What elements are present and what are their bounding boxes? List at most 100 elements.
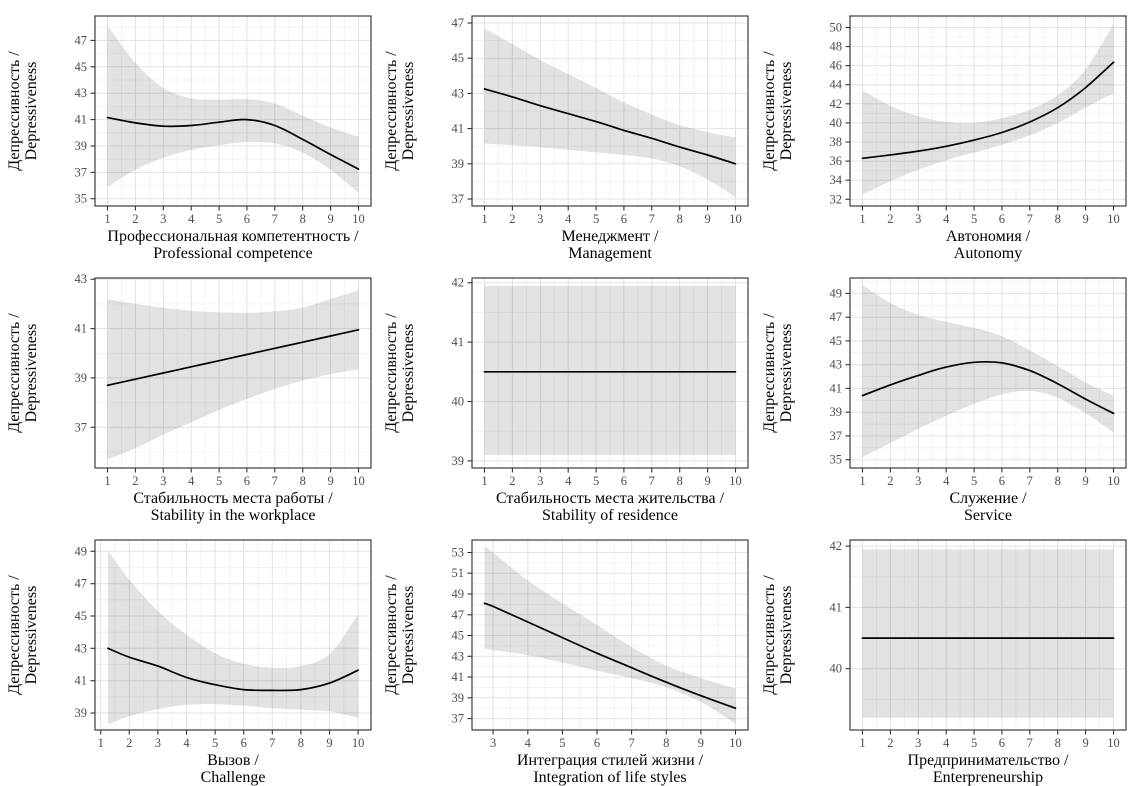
x-tick-label: 10 <box>730 736 743 750</box>
y-axis-title-ru: Депрессивность / <box>383 575 400 695</box>
y-tick-label: 40 <box>452 395 465 409</box>
x-tick-label: 9 <box>705 212 711 226</box>
y-tick-label: 50 <box>829 21 842 35</box>
confidence-band <box>107 25 359 193</box>
y-tick-label: 47 <box>452 608 465 622</box>
y-axis-title-ru: Депрессивность / <box>6 575 23 695</box>
x-tick-label: 6 <box>244 474 250 488</box>
y-axis-title-en: Depressiveness <box>400 62 417 161</box>
x-tick-label: 4 <box>943 736 950 750</box>
y-tick-label: 49 <box>75 544 88 558</box>
panel-life-style-integration: 3 4 5 6 7 8 9 10 37 39 41 43 45 47 49 51 53 Интеграция ст… <box>377 524 754 786</box>
x-tick-label: 8 <box>298 736 304 750</box>
panel-background <box>95 540 371 730</box>
x-tick-label: 8 <box>300 212 306 226</box>
x-axis-title-ru: Вызов / <box>207 752 259 769</box>
y-tick-label: 43 <box>75 272 88 286</box>
y-axis-title-ru: Депрессивность / <box>383 51 400 171</box>
y-tick-label: 47 <box>75 577 88 591</box>
y-axis-title-en: Depressiveness <box>23 324 40 423</box>
y-axis-title-en: Depressiveness <box>400 586 417 685</box>
x-tick-label: 3 <box>160 212 166 226</box>
x-tick-label: 9 <box>698 736 704 750</box>
x-tick-label: 4 <box>183 736 190 750</box>
x-tick-label: 7 <box>1026 212 1032 226</box>
x-tick-label: 3 <box>538 474 544 488</box>
x-tick-label: 3 <box>155 736 161 750</box>
x-tick-label: 8 <box>664 736 670 750</box>
x-tick-label: 6 <box>621 474 627 488</box>
x-tick-label: 2 <box>510 474 516 488</box>
y-tick-label: 53 <box>452 546 465 560</box>
y-axis-title-ru: Депрессивность / <box>6 51 23 171</box>
x-tick-label: 7 <box>629 736 635 750</box>
trend-line <box>107 647 359 692</box>
x-tick-label: 10 <box>1107 474 1120 488</box>
x-tick-label: 9 <box>705 474 711 488</box>
panel-border <box>849 277 1127 469</box>
x-tick-label: 9 <box>1082 474 1088 488</box>
chart-professional-competence: 1 2 3 4 5 6 7 8 9 1035373941434547Профессиональна… <box>6 15 372 262</box>
y-tick-label: 47 <box>452 16 465 30</box>
x-axis-title-en: Stability in the workplace <box>151 507 316 524</box>
trend-line <box>861 61 1115 160</box>
y-tick-label: 49 <box>829 286 842 300</box>
trend-line <box>106 328 360 387</box>
x-axis-title-ru: Стабильность места жительства / <box>496 490 725 507</box>
x-tick-label: 1 <box>98 736 104 750</box>
panel-workplace-stability: 1 2 3 4 5 6 7 8 9 10 37 39 41 43 Стабильность места ра… <box>0 262 377 524</box>
x-tick-label: 6 <box>998 212 1004 226</box>
x-tick-label: 4 <box>525 736 532 750</box>
x-axis-title-ru: Служение / <box>949 490 1027 507</box>
x-tick-label: 8 <box>1054 736 1060 750</box>
confidence-band <box>107 550 359 725</box>
panel-service: 1 2 3 4 5 6 7 8 9 10 35 37 39 41 43 45 47 49 Служение / Ser… <box>755 262 1132 524</box>
confidence-band <box>862 285 1114 458</box>
x-tick-label: 8 <box>677 474 683 488</box>
y-tick-label: 43 <box>452 649 465 663</box>
x-axis-title-en: Management <box>569 245 653 262</box>
x-tick-label: 3 <box>160 474 166 488</box>
x-axis-title-en: Integration of life styles <box>534 769 687 786</box>
x-tick-label: 4 <box>565 474 572 488</box>
x-axis-title-en: Professional competence <box>153 245 313 262</box>
x-tick-label: 5 <box>971 212 977 226</box>
x-tick-label: 9 <box>327 474 333 488</box>
y-tick-label: 41 <box>829 381 842 395</box>
x-tick-label: 4 <box>565 212 572 226</box>
y-tick-label: 37 <box>75 420 88 434</box>
x-tick-label: 1 <box>859 474 865 488</box>
x-tick-label: 4 <box>188 212 195 226</box>
y-tick-label: 39 <box>452 454 465 468</box>
x-axis-title-en: Autonomy <box>953 245 1021 262</box>
x-tick-label: 6 <box>998 736 1004 750</box>
x-tick-label: 3 <box>915 474 921 488</box>
x-axis-title-ru: Менеджмент / <box>562 228 660 245</box>
x-tick-label: 6 <box>241 736 247 750</box>
chart-residence-stability: 1 2 3 4 5 6 7 8 9 10 39 40 41 42 Стабильность места жи… <box>383 276 749 524</box>
y-tick-label: 35 <box>75 192 88 206</box>
x-tick-label: 2 <box>126 736 132 750</box>
y-tick-label: 45 <box>452 51 465 65</box>
y-axis-title-ru: Депрессивность / <box>761 313 778 433</box>
x-tick-label: 6 <box>621 212 627 226</box>
trend-line <box>483 88 737 165</box>
x-tick-label: 6 <box>998 474 1004 488</box>
panel-management: 1 2 3 4 5 6 7 8 9 10 37 39 41 43 45 47 Менеджмент / Manag… <box>377 0 754 262</box>
panel-challenge: 1 2 3 4 5 6 7 8 9 10 39 41 43 45 47 49 Вызов / Challenge Д… <box>0 524 377 786</box>
y-tick-label: 47 <box>75 33 88 47</box>
x-tick-label: 1 <box>104 212 110 226</box>
x-tick-label: 5 <box>971 474 977 488</box>
panel-border <box>94 15 372 207</box>
x-tick-label: 8 <box>300 474 306 488</box>
confidence-band <box>862 549 1114 718</box>
x-tick-label: 10 <box>352 474 365 488</box>
x-tick-label: 5 <box>971 736 977 750</box>
x-tick-label: 4 <box>943 474 950 488</box>
x-tick-label: 4 <box>943 212 950 226</box>
x-tick-label: 7 <box>649 474 655 488</box>
x-tick-label: 5 <box>212 736 218 750</box>
panel-border <box>471 277 749 469</box>
